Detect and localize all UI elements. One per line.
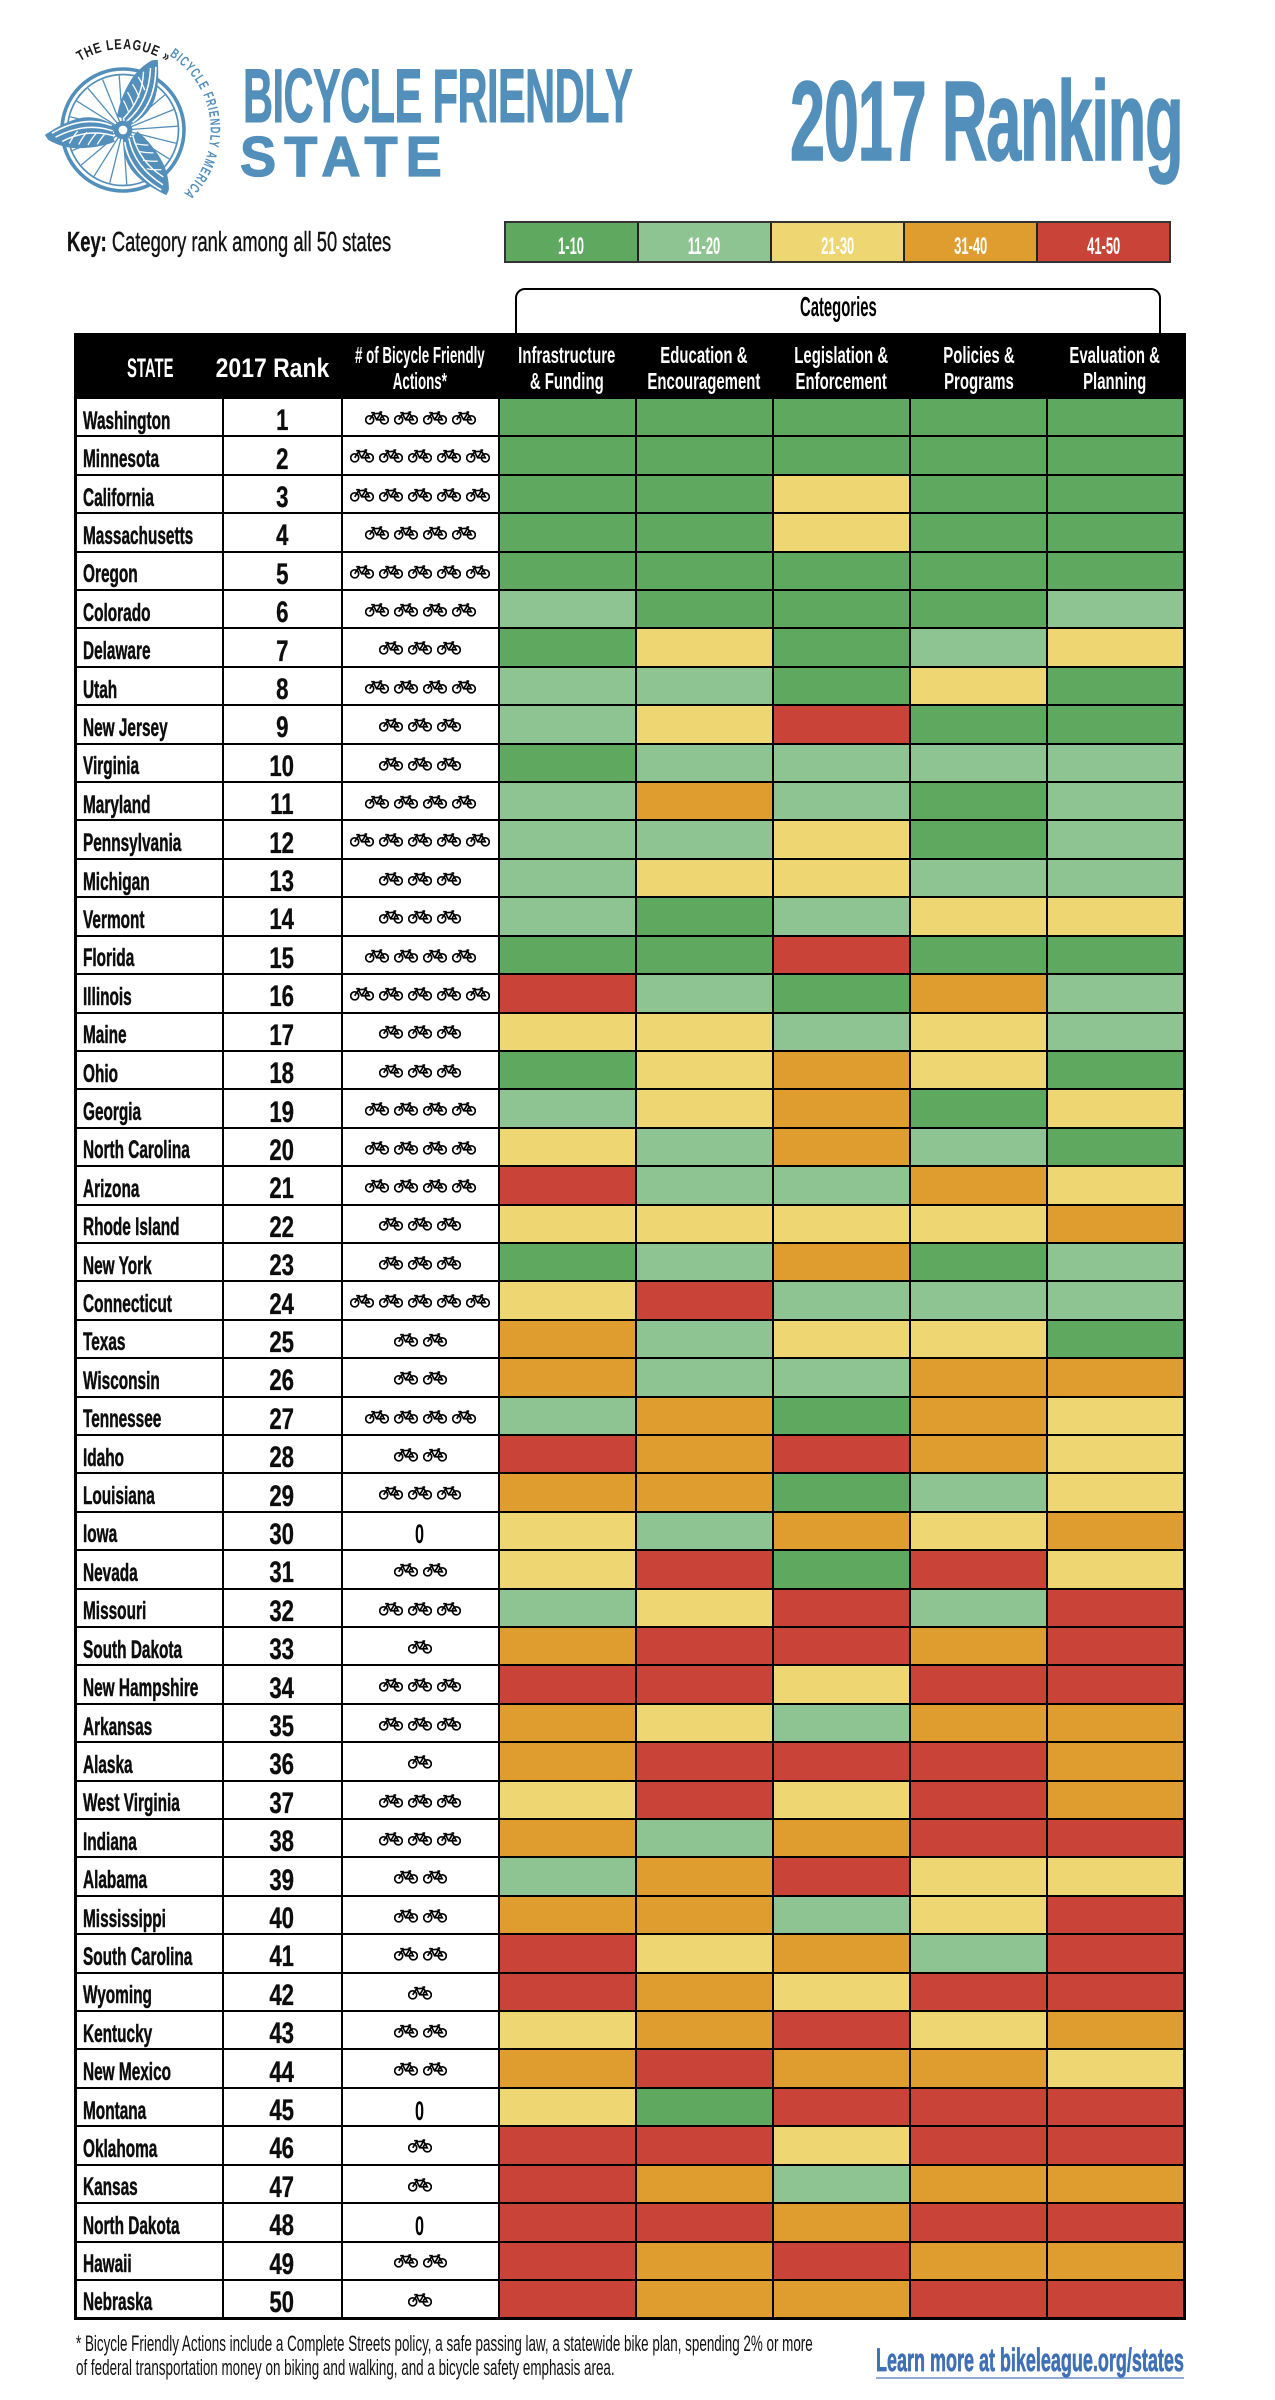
svg-text:BICYCLE FRIENDLY AMERICA: BICYCLE FRIENDLY AMERICA (168, 45, 224, 203)
svg-text:THE LEAGUE »: THE LEAGUE » (74, 37, 173, 66)
